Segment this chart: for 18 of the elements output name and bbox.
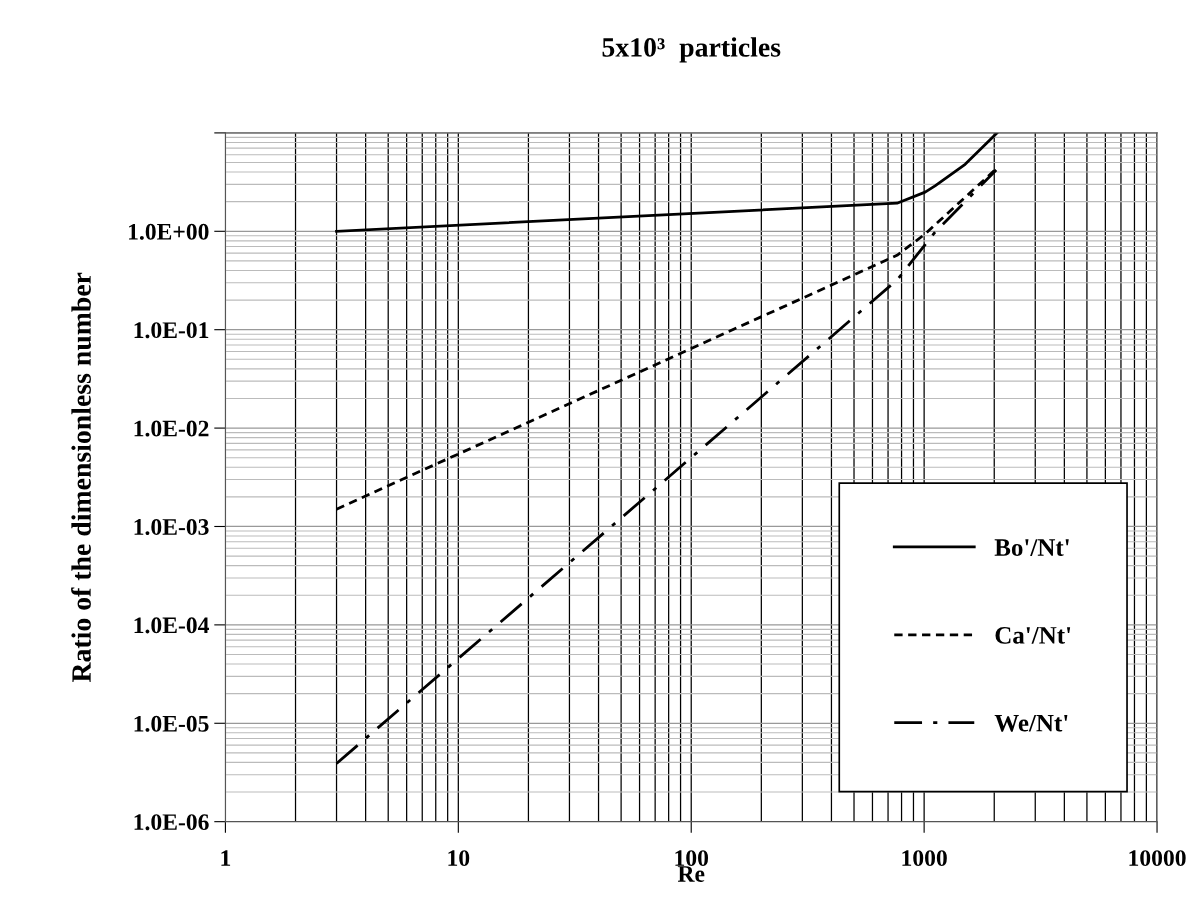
y-axis-title: Ratio of the dimensionless number <box>71 272 91 683</box>
y-tick-label: 1.0E-03 <box>134 518 209 536</box>
y-tick-label: 1.0E-02 <box>134 420 209 437</box>
y-tick-label: 1.0E+00 <box>129 223 209 240</box>
legend-label: We/Nt' <box>994 714 1068 732</box>
x-tick-label: 100 <box>675 850 709 867</box>
y-tick-label: 1.0E-05 <box>134 715 209 732</box>
legend-label: Ca'/Nt' <box>995 626 1071 644</box>
legend-label: Bo'/Nt' <box>994 539 1069 556</box>
y-tick-label: 1.0E-06 <box>134 814 209 831</box>
x-tick-label: 10000 <box>1129 850 1186 867</box>
x-tick-label: 10 <box>448 850 470 867</box>
x-tick-label: 1000 <box>902 850 947 867</box>
x-axis-title: Re <box>677 866 705 882</box>
y-tick-label: 1.0E-04 <box>134 617 209 634</box>
x-tick-label: 1 <box>221 850 231 866</box>
y-tick-label: 1.0E-01 <box>134 322 209 339</box>
chart-title: 5x10³ particles <box>602 37 781 63</box>
